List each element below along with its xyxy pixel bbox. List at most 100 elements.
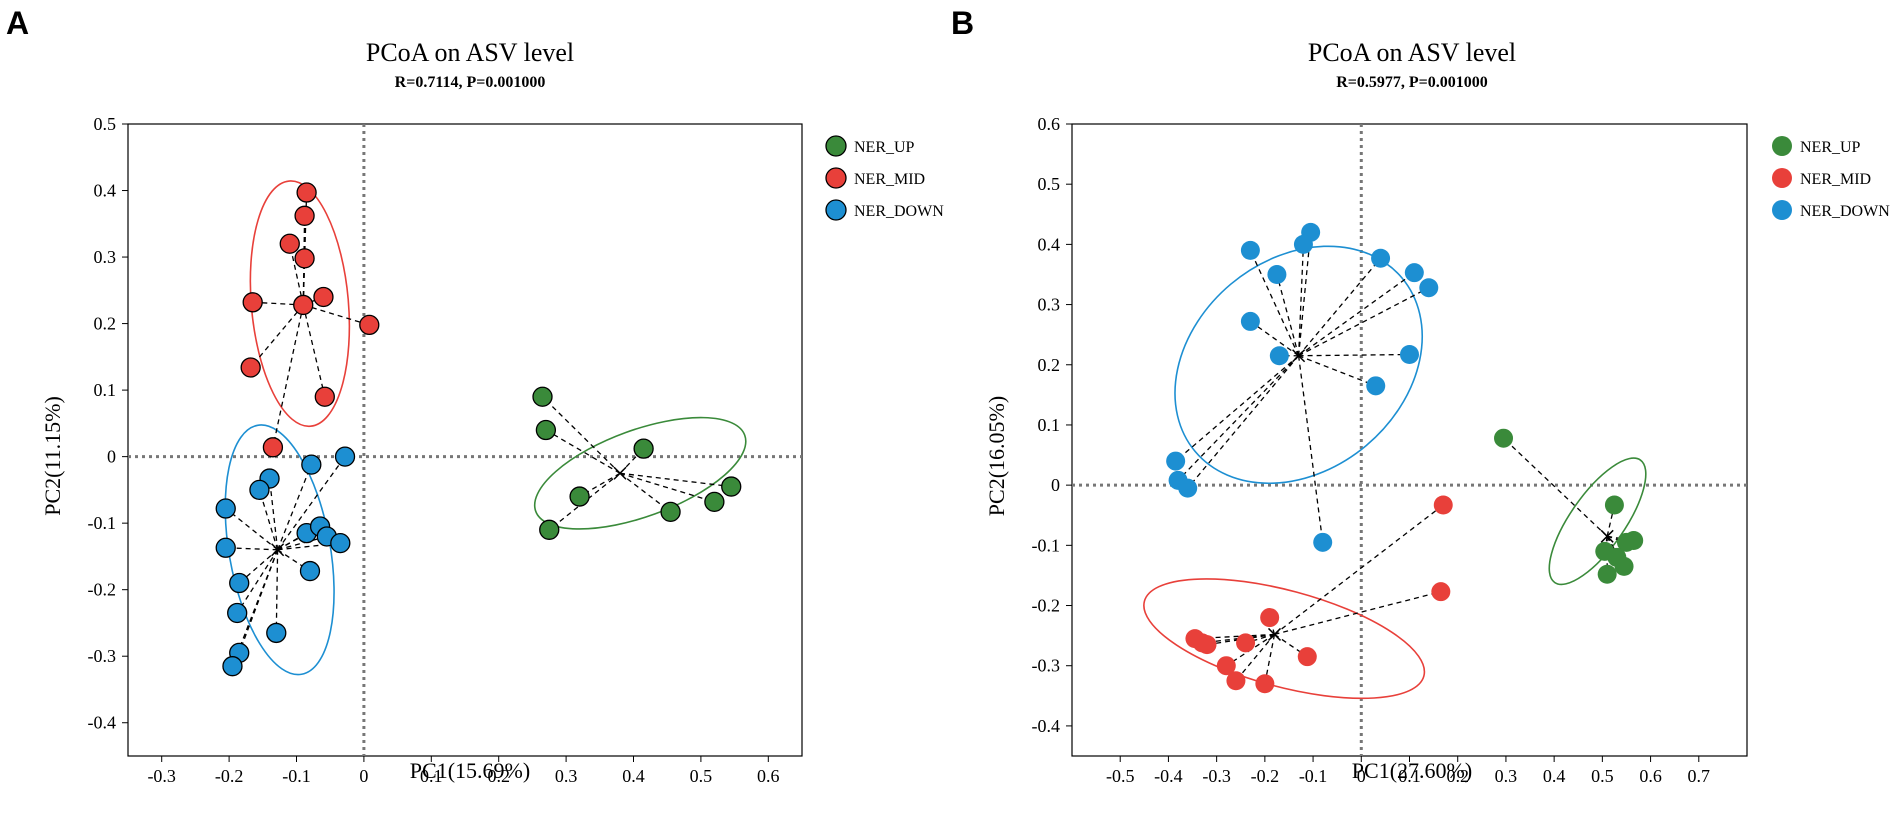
data-point: [1269, 346, 1289, 366]
data-point: [294, 248, 315, 269]
plot-area: -0.5 -0.4 -0.3 -0.2 -0.1 0 0.1 0.2 0.3 0.4 0.5 0.6 0…: [1032, 114, 1748, 786]
data-point: [249, 479, 270, 501]
chart-title: PCoA on ASV level: [1308, 38, 1516, 67]
data-point: [1216, 656, 1236, 676]
y-tick-label: -0.3: [88, 646, 117, 666]
y-tick-label: 0.3: [1038, 295, 1061, 315]
data-point: [704, 491, 725, 513]
centroid-link: [303, 304, 370, 326]
y-tick-label: -0.2: [88, 580, 117, 600]
centroid-link: [302, 215, 306, 305]
centroid-link: [1269, 617, 1276, 635]
centroid-link: [1298, 355, 1376, 387]
plot-frame: [127, 123, 803, 757]
x-tick-label: 0.7: [1688, 766, 1711, 786]
data-point: [296, 182, 317, 203]
data-point: [1624, 531, 1644, 551]
x-tick-label: -0.2: [1251, 766, 1280, 786]
x-tick-label: 0.4: [1543, 766, 1566, 786]
data-point: [215, 498, 236, 519]
chart-subtitle: R=0.5977, P=0.001000: [1336, 74, 1488, 91]
data-point: [1494, 428, 1514, 448]
centroid-link: [1175, 355, 1300, 462]
data-point: [1240, 240, 1260, 260]
centroid-link: [1276, 274, 1300, 356]
x-tick-label: 0.3: [1495, 766, 1518, 786]
centroid-link: [275, 549, 279, 633]
x-tick-label: -0.3: [147, 766, 176, 786]
chart-subtitle: R=0.7114, P=0.001000: [395, 74, 546, 91]
centroid-link: [1298, 287, 1430, 357]
centroid-link: [1206, 633, 1275, 646]
data-point: [1313, 532, 1333, 552]
centroid-link: [236, 549, 279, 614]
legend-label: NER_DOWN: [1800, 203, 1890, 220]
x-axis-label: PC1(15.69%): [410, 758, 530, 783]
x-tick-label: 0.3: [555, 766, 578, 786]
data-point: [1614, 556, 1634, 576]
data-point: [539, 519, 560, 540]
centroid-link: [302, 304, 326, 397]
plot-area: -0.3 -0.2 -0.1 0 0.1 0.2 0.3 0.4 0.5 0.6 -0.4 -0.3 -…: [88, 114, 803, 786]
centroid-link: [619, 472, 732, 488]
data-point: [330, 532, 351, 554]
y-tick-label: -0.1: [88, 513, 117, 533]
legend-marker: [825, 167, 847, 189]
x-tick-label: -0.1: [1299, 766, 1328, 786]
y-tick-label: 0.1: [94, 380, 117, 400]
data-point: [1293, 234, 1313, 254]
y-tick-label: 0.1: [1038, 415, 1061, 435]
centroid-link: [277, 464, 312, 551]
chart-title: PCoA on ASV level: [366, 38, 574, 67]
panel-letter-a: A: [6, 5, 29, 41]
centroid-link: [542, 396, 621, 474]
panel-a: A PCoA on ASV level R=0.7114, P=0.001000…: [6, 5, 944, 786]
centroid-marker: [1292, 349, 1306, 363]
confidence-ellipse: [1143, 578, 1426, 700]
centroid-link: [1235, 633, 1275, 682]
data-point: [215, 537, 236, 558]
centroid-link: [1503, 437, 1608, 537]
panel-b: B PCoA on ASV level R=0.5977, P=0.001000…: [951, 5, 1890, 786]
centroid-marker: [271, 543, 285, 557]
data-point: [1197, 635, 1217, 655]
centroid-link: [619, 472, 671, 513]
data-point: [299, 560, 321, 582]
x-tick-label: 0.5: [1591, 766, 1614, 786]
panel-letter-b: B: [951, 5, 974, 41]
x-tick-label: 0.2: [1446, 766, 1469, 786]
y-tick-label: -0.2: [1032, 596, 1061, 616]
legend-marker: [1772, 136, 1792, 156]
x-tick-label: -0.1: [282, 766, 311, 786]
x-tick-label: 0: [359, 766, 368, 786]
y-tick-label: 0.3: [94, 247, 117, 267]
legend-marker: [1772, 168, 1792, 188]
data-point: [1178, 478, 1198, 498]
legend-marker: [825, 199, 847, 221]
data-point: [1433, 495, 1453, 515]
x-tick-label: -0.3: [1202, 766, 1231, 786]
data-point: [1419, 278, 1439, 298]
centroid-link: [277, 456, 346, 551]
data-point: [1431, 582, 1451, 602]
data-point: [1400, 345, 1419, 365]
centroid-link: [1298, 257, 1382, 357]
data-point: [1240, 311, 1260, 331]
legend-label: NER_DOWN: [854, 203, 944, 220]
x-tick-label: 0.1: [1398, 766, 1421, 786]
centroid-link: [1297, 355, 1324, 543]
legend: NER_UP NER_MID NER_DOWN: [825, 135, 944, 221]
centroid-link: [272, 304, 304, 448]
data-point: [279, 233, 300, 254]
centroid-link: [225, 508, 279, 551]
data-point: [313, 286, 334, 308]
centroid-link: [1250, 320, 1299, 357]
legend-marker: [1772, 200, 1792, 220]
data-point: [314, 386, 335, 407]
x-tick-label: 0.4: [622, 766, 645, 786]
centroid-link: [1298, 353, 1410, 357]
data-point: [222, 656, 243, 677]
centroid-link: [1177, 355, 1300, 481]
y-tick-label: 0.4: [94, 181, 117, 201]
